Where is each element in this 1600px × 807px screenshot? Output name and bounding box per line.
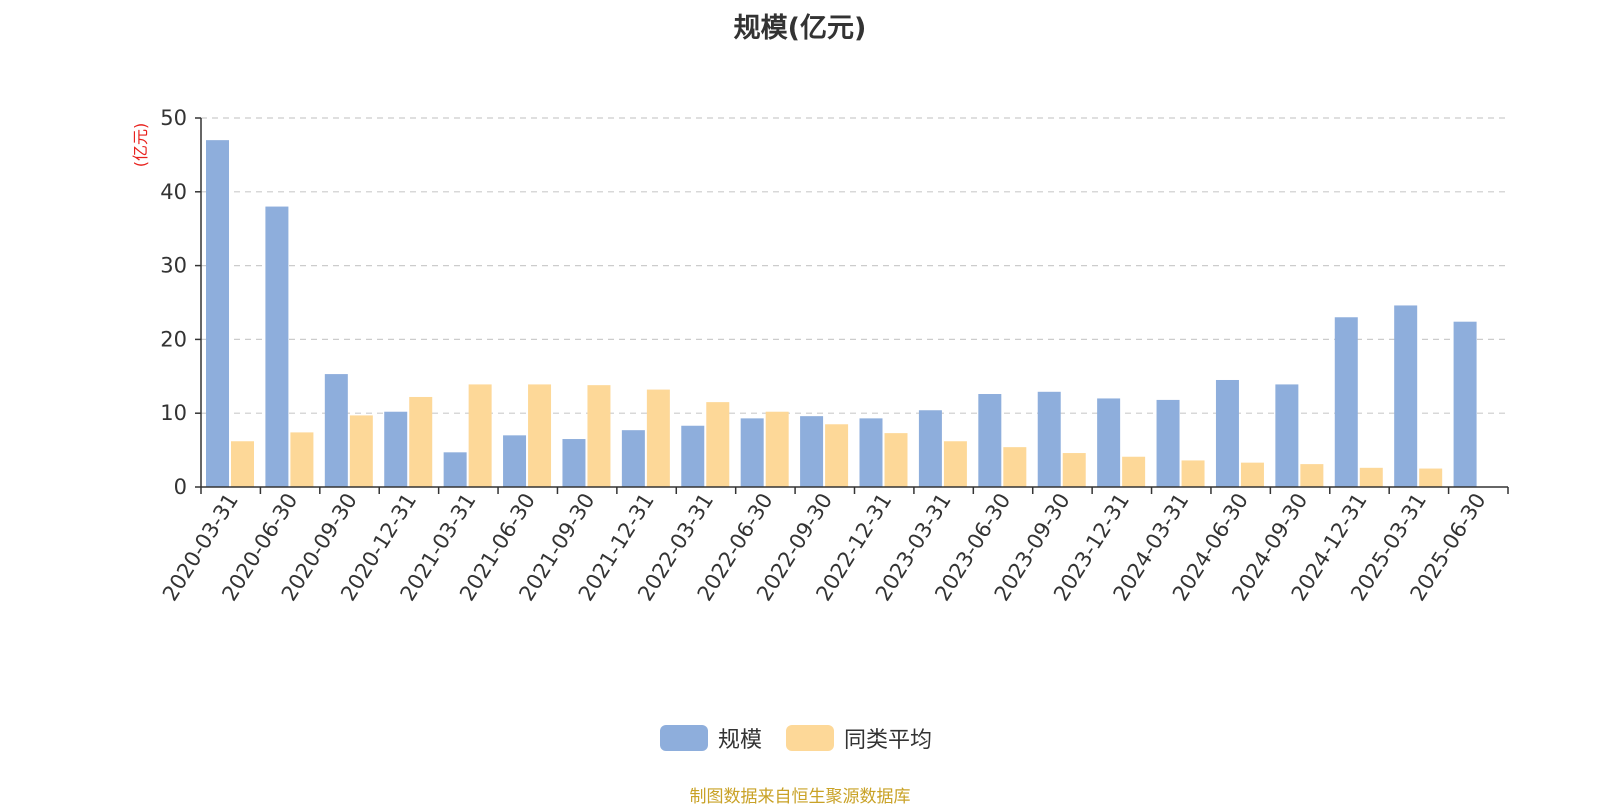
y-tick-labels: 0 10 20 30 40 50 [160, 106, 187, 499]
legend-item-scale[interactable]: 规模 [660, 722, 762, 754]
bar-scale [800, 416, 824, 487]
source-note: 制图数据来自恒生聚源数据库 [689, 787, 911, 807]
bar-scale [859, 418, 883, 487]
bar-scale [918, 410, 942, 487]
bar-scale [978, 394, 1002, 487]
bar-peer-average [1419, 468, 1443, 487]
bar-peer-average [290, 432, 314, 487]
bar-scale [681, 425, 705, 487]
bar-peer-average [706, 402, 730, 487]
bar-peer-average [231, 441, 254, 487]
legend-swatch-scale [660, 725, 708, 751]
y-tick-label: 0 [174, 475, 187, 499]
y-tick-label: 40 [160, 180, 187, 204]
bar-scale [1215, 379, 1239, 487]
axes [195, 117, 1509, 494]
bar-peer-average [884, 433, 908, 487]
bar-peer-average [349, 415, 373, 487]
bar-peer-average [765, 411, 789, 487]
bar-peer-average [1062, 453, 1086, 487]
bar-peer-average [825, 424, 849, 487]
bar-scale [1156, 399, 1180, 487]
bar-scale [384, 411, 408, 487]
bars [206, 140, 1477, 487]
y-tick-label: 30 [160, 254, 187, 278]
bar-peer-average [1122, 456, 1146, 487]
bar-scale [206, 140, 229, 487]
legend-item-peer-average[interactable]: 同类平均 [786, 722, 932, 754]
legend: 规模 同类平均 [660, 722, 946, 754]
bar-scale [1394, 305, 1418, 487]
gridlines [201, 117, 1508, 414]
bar-peer-average [409, 396, 433, 487]
bar-peer-average [1300, 464, 1324, 487]
bar-scale [621, 430, 645, 487]
bar-peer-average [1359, 467, 1383, 487]
y-axis-label: (亿元) [131, 123, 150, 168]
bar-scale [1275, 384, 1299, 487]
y-tick-label: 50 [160, 106, 187, 130]
bar-scale [740, 418, 764, 487]
bar-peer-average [943, 441, 967, 487]
bar-peer-average [587, 385, 611, 487]
bar-scale [503, 435, 527, 487]
bar-scale [324, 374, 348, 487]
bar-scale [1453, 321, 1477, 487]
bar-peer-average [1003, 447, 1027, 487]
bar-scale [443, 452, 467, 487]
bar-peer-average [646, 389, 670, 487]
chart-title: 规模(亿元) [733, 13, 867, 44]
bar-scale [562, 439, 586, 487]
legend-label-peer-average: 同类平均 [844, 728, 933, 753]
bar-peer-average [468, 384, 492, 487]
legend-label-scale: 规模 [718, 728, 763, 753]
bar-peer-average [1181, 460, 1205, 487]
bar-scale [1097, 398, 1121, 487]
bar-peer-average [1240, 462, 1264, 487]
legend-swatch-peer-average [786, 725, 835, 751]
x-tick-labels: 2020-03-312020-06-302020-09-302020-12-31… [158, 489, 1491, 605]
bar-peer-average [528, 384, 552, 487]
y-tick-label: 20 [160, 327, 187, 351]
bar-scale [1334, 317, 1358, 487]
y-tick-label: 10 [160, 401, 187, 425]
bar-scale [265, 206, 289, 487]
bar-scale [1037, 391, 1061, 487]
